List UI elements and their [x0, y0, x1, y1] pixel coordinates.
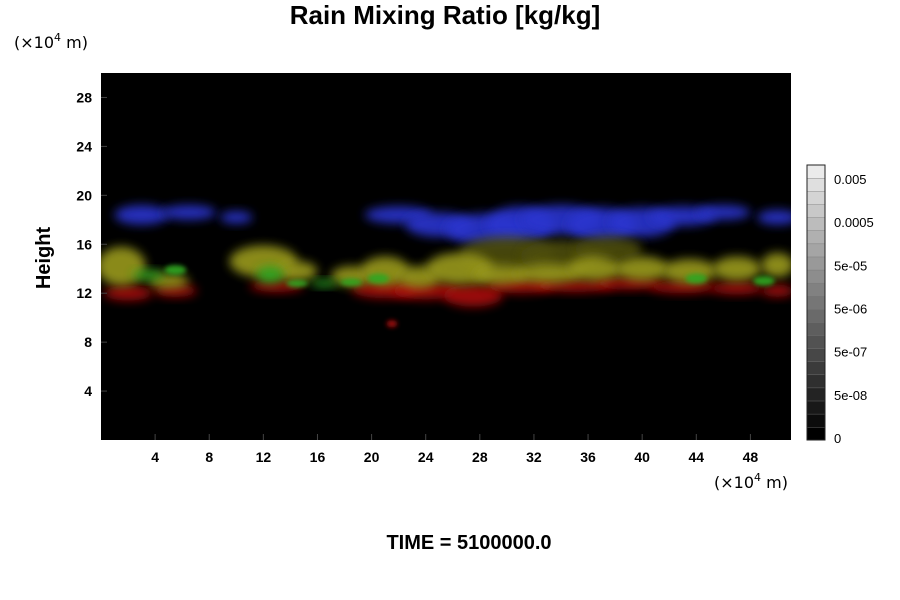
x-unit-label: (×104 m) [714, 471, 788, 492]
colorbar-step [806, 374, 826, 389]
red-blob [648, 280, 717, 294]
x-axis-ticks: 4 8 12 16 20 24 28 32 36 40 44 48 [151, 434, 758, 465]
colorbar-step [806, 426, 826, 441]
green-blob [753, 276, 775, 286]
yellow-blob [567, 256, 622, 281]
x-tick-label: 20 [364, 449, 380, 465]
blue-blob [696, 205, 751, 220]
green-blob [132, 269, 165, 280]
y-tick-label: 24 [76, 138, 92, 154]
olive-blob [574, 236, 643, 262]
colorbar-step [806, 204, 826, 218]
colorbar-step [806, 256, 826, 271]
x-tick-label: 12 [256, 449, 272, 465]
x-tick-label: 32 [526, 449, 542, 465]
green-blob [367, 273, 390, 284]
yellow-blob [712, 256, 762, 281]
colorbar-step [806, 295, 826, 310]
chart-title: Rain Mixing Ratio [kg/kg] [290, 0, 601, 30]
yellow-blob [473, 265, 528, 285]
colorbar-step [806, 177, 826, 192]
x-tick-label: 36 [580, 449, 596, 465]
green-blob [286, 279, 309, 288]
colorbar-step [806, 164, 826, 179]
blue-blob [114, 205, 169, 225]
green-blob [164, 265, 187, 275]
colorbar-step [806, 282, 826, 297]
x-tick-label: 40 [634, 449, 650, 465]
red-blob [761, 284, 791, 297]
red-blob [103, 285, 153, 301]
colorbar-step [806, 400, 826, 415]
y-tick-label: 12 [76, 285, 92, 301]
y-axis-label: Height [33, 227, 55, 290]
colorbar-label: 5e-07 [834, 345, 867, 360]
colorbar-step [806, 269, 826, 284]
colorbar-step [806, 321, 826, 336]
green-blob [685, 273, 708, 284]
colorbar-step [806, 217, 826, 231]
yellow-blob [276, 261, 318, 281]
layer-red [103, 277, 791, 328]
colorbar-step [806, 243, 826, 258]
blue-blob [161, 205, 216, 220]
x-tick-label: 28 [472, 449, 488, 465]
colorbar: 0.005 0.0005 5e-05 5e-06 5e-07 5e-08 0 [806, 164, 874, 446]
colorbar-frame [806, 164, 826, 441]
colorbar-label: 5e-08 [834, 388, 867, 403]
y-tick-label: 20 [76, 187, 92, 203]
green-blob [256, 266, 284, 284]
yellow-blob [513, 263, 582, 284]
y-unit-label: (×104 m) [14, 31, 88, 52]
red-blob [709, 282, 764, 295]
colorbar-step [806, 230, 826, 245]
x-tick-label: 16 [310, 449, 326, 465]
red-blob [443, 284, 503, 307]
yellow-blob [101, 246, 146, 286]
x-tick-label: 48 [743, 449, 759, 465]
yellow-blob [761, 252, 791, 278]
colorbar-step [806, 190, 826, 205]
y-tick-label: 4 [84, 383, 92, 399]
yellow-blob [615, 256, 670, 281]
colorbar-label: 5e-05 [834, 258, 867, 273]
colorbar-label: 5e-06 [834, 302, 867, 317]
x-tick-label: 4 [151, 449, 159, 465]
colorbar-label: 0.0005 [834, 215, 874, 230]
x-tick-label: 8 [205, 449, 213, 465]
y-tick-label: 16 [76, 236, 92, 252]
colorbar-label: 0 [834, 431, 841, 446]
x-tick-label: 44 [689, 449, 705, 465]
green-blob [340, 278, 363, 286]
colorbar-label: 0.005 [834, 172, 867, 187]
colorbar-step [806, 335, 826, 349]
x-tick-label: 24 [418, 449, 434, 465]
colorbar-step [806, 387, 826, 402]
colorbar-step [806, 413, 826, 428]
y-axis-ticks: 4 8 12 16 20 24 28 [76, 89, 107, 399]
green-blob [310, 279, 338, 288]
time-label: TIME = 5100000.0 [386, 532, 551, 554]
y-tick-label: 8 [84, 334, 92, 350]
red-blob [386, 320, 398, 328]
colorbar-step [806, 348, 826, 362]
layer-green [132, 265, 775, 288]
blue-blob [757, 210, 791, 225]
rain-field-layers [101, 205, 791, 328]
y-tick-label: 28 [76, 89, 92, 105]
colorbar-step [806, 308, 826, 323]
blue-blob [220, 211, 253, 224]
colorbar-step [806, 361, 826, 376]
